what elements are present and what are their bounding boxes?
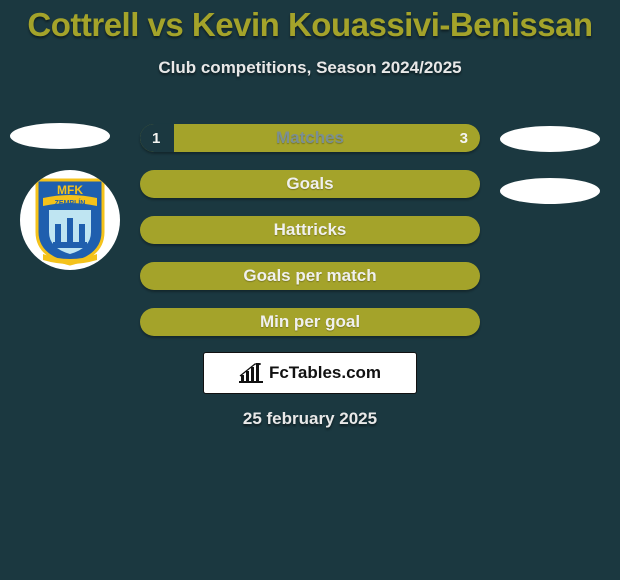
page-subtitle: Club competitions, Season 2024/2025 xyxy=(0,58,620,78)
stat-bar-label: Matches xyxy=(140,124,480,152)
stat-bar-label: Goals per match xyxy=(140,262,480,290)
stat-bar-label: Min per goal xyxy=(140,308,480,336)
stat-bars: 1 Matches 3 Goals Hattricks Goals per ma… xyxy=(140,124,480,354)
left-player-club-badge: MFK ZEMPLÍN xyxy=(20,170,120,270)
stat-bar-right-value: 3 xyxy=(460,124,468,152)
stat-bar-label: Goals xyxy=(140,170,480,198)
stat-bar-goals-per-match: Goals per match xyxy=(140,262,480,290)
stat-bar-matches: 1 Matches 3 xyxy=(140,124,480,152)
stat-bar-hattricks: Hattricks xyxy=(140,216,480,244)
right-player-club-badge xyxy=(500,178,600,204)
stat-bar-goals: Goals xyxy=(140,170,480,198)
right-player-avatar xyxy=(500,126,600,152)
bar-chart-icon xyxy=(239,363,263,383)
badge-text-mfk: MFK xyxy=(57,183,83,197)
page-title: Cottrell vs Kevin Kouassivi-Benissan xyxy=(0,0,620,44)
stat-bar-min-per-goal: Min per goal xyxy=(140,308,480,336)
badge-text-zemplin: ZEMPLÍN xyxy=(55,198,86,207)
date-label: 25 february 2025 xyxy=(0,409,620,429)
left-player-avatar xyxy=(10,123,110,149)
stat-bar-label: Hattricks xyxy=(140,216,480,244)
fctables-label: FcTables.com xyxy=(269,363,381,383)
fctables-link[interactable]: FcTables.com xyxy=(203,352,417,394)
shield-icon: MFK ZEMPLÍN xyxy=(33,174,107,266)
